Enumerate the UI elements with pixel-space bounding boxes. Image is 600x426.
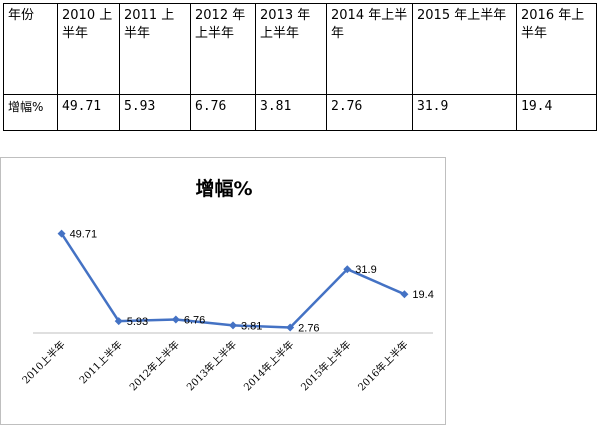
x-tick-label: 2014年上半年 (241, 338, 296, 393)
x-tick-label: 2012年上半年 (127, 338, 182, 393)
data-label: 2.76 (298, 322, 319, 334)
header-cell: 2016 年上半年 (516, 2, 597, 96)
value-cell: 31.9 (412, 94, 517, 131)
data-point-marker (343, 265, 352, 274)
data-point-marker (229, 321, 237, 330)
data-label: 49.71 (70, 229, 98, 241)
value-cell: 6.76 (190, 94, 256, 131)
data-label: 5.93 (127, 316, 148, 328)
header-cell: 2012 年上半年 (190, 2, 256, 96)
header-cell: 2014 年上半年 (326, 2, 413, 96)
data-table: 年份 2010 上半年 2011 上半年 2012 年上半年 2013 年上半年… (3, 2, 597, 131)
header-cell: 2013 年上半年 (255, 2, 327, 96)
data-point-marker (57, 229, 66, 238)
data-label: 6.76 (184, 314, 205, 326)
chart-svg: 增幅% 49.71 5.93 6.76 3.81 2.76 31.9 19.4 2010上半年… (19, 177, 434, 393)
data-point-marker (171, 315, 180, 324)
data-point-marker (400, 290, 409, 299)
value-cell: 2.76 (326, 94, 413, 131)
data-point-marker (286, 323, 295, 332)
x-tick-label: 2013年上半年 (184, 338, 239, 393)
value-cell: 49.71 (57, 94, 120, 131)
value-cell: 3.81 (255, 94, 327, 131)
data-label: 3.81 (241, 320, 262, 332)
data-point-marker (114, 317, 123, 326)
row-label-cell: 增幅% (3, 94, 58, 131)
header-label-cell: 年份 (3, 2, 58, 96)
line-chart: 增幅% 49.71 5.93 6.76 3.81 2.76 31.9 19.4 2010上半年… (0, 157, 446, 425)
data-label: 31.9 (355, 264, 376, 276)
header-cell: 2010 上半年 (57, 2, 120, 96)
series-line (60, 232, 405, 329)
x-tick-label: 2010上半年 (19, 338, 67, 386)
value-cell: 5.93 (119, 94, 191, 131)
chart-title: 增幅% (195, 177, 252, 200)
x-tick-label: 2015年上半年 (298, 338, 353, 393)
header-cell: 2015 年上半年 (412, 2, 517, 96)
x-tick-label: 2016年上半年 (355, 338, 410, 393)
table-header-row: 年份 2010 上半年 2011 上半年 2012 年上半年 2013 年上半年… (3, 2, 597, 96)
table-data-row: 增幅% 49.71 5.93 6.76 3.81 2.76 31.9 19.4 (3, 94, 597, 131)
x-tick-label: 2011上半年 (76, 338, 124, 386)
data-label: 19.4 (412, 289, 433, 301)
value-cell: 19.4 (516, 94, 597, 131)
header-cell: 2011 上半年 (119, 2, 191, 96)
